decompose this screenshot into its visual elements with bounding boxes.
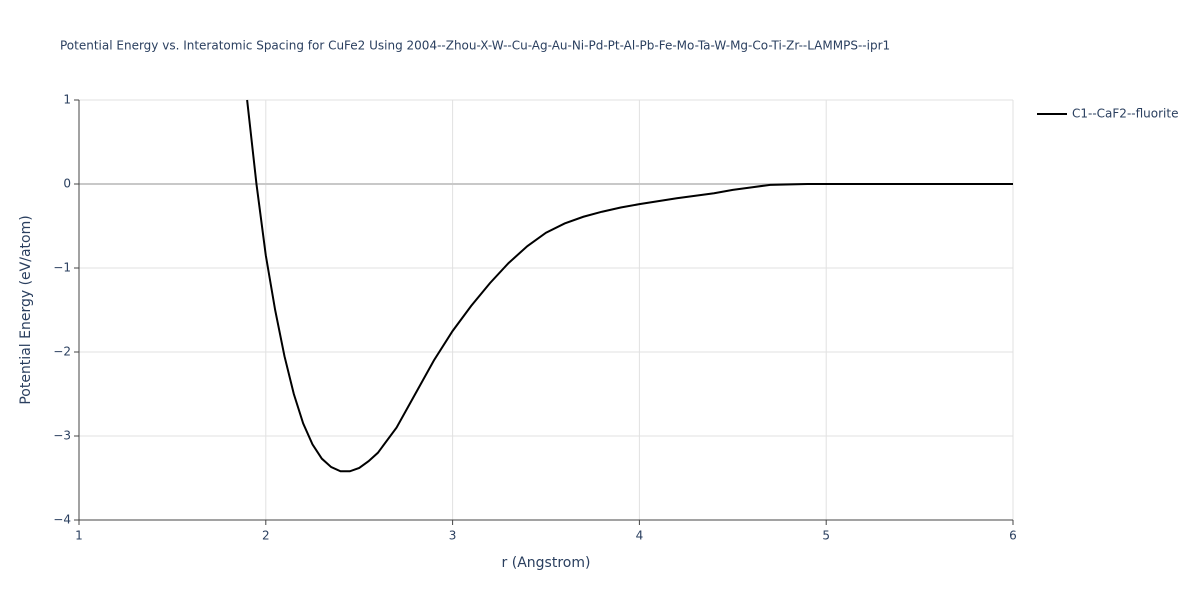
legend-label: C1--CaF2--fluorite bbox=[1072, 107, 1178, 121]
x-axis-title: r (Angstrom) bbox=[502, 555, 591, 571]
x-tick-label: 2 bbox=[262, 529, 270, 543]
y-tick-label: −3 bbox=[53, 429, 71, 443]
x-tick-label: 4 bbox=[636, 529, 644, 543]
line-series bbox=[246, 99, 1013, 473]
y-tick-label: 0 bbox=[63, 177, 71, 191]
y-tick-label: −2 bbox=[53, 345, 71, 359]
y-tick-label: 1 bbox=[63, 93, 71, 107]
x-tick-label: 3 bbox=[449, 529, 457, 543]
chart-title: Potential Energy vs. Interatomic Spacing… bbox=[60, 39, 890, 53]
x-tick-label: 6 bbox=[1009, 529, 1017, 543]
x-tick-label: 5 bbox=[822, 529, 830, 543]
x-tick-label: 1 bbox=[75, 529, 83, 543]
y-axis-title: Potential Energy (eV/atom) bbox=[18, 215, 34, 404]
y-tick-label: −4 bbox=[53, 513, 71, 527]
y-tick-label: −1 bbox=[53, 261, 71, 275]
